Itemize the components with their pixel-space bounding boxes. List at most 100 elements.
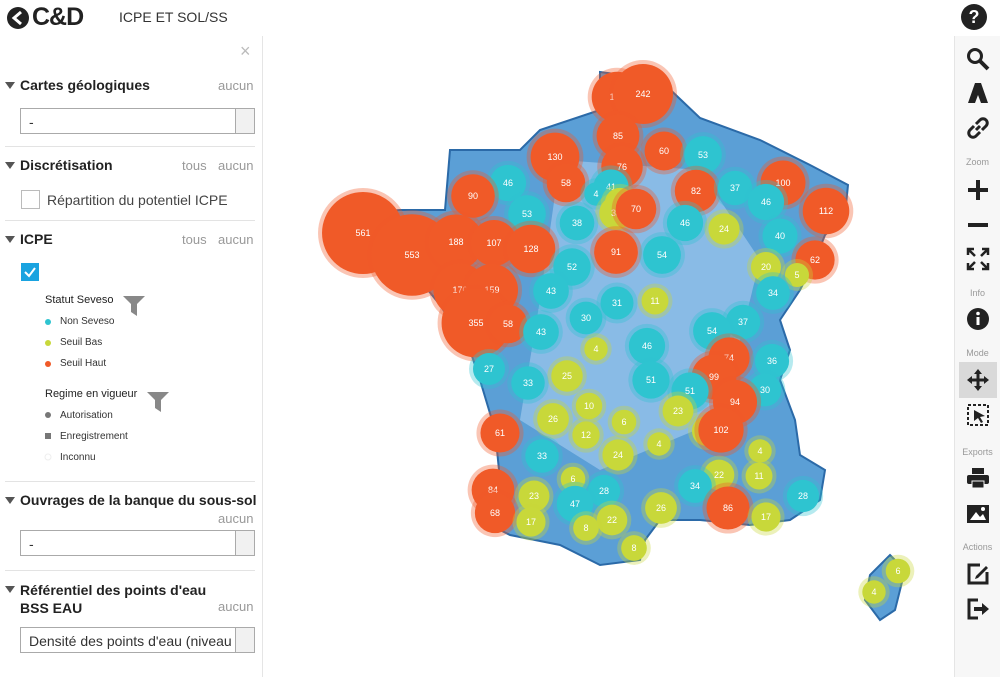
collapse-toggle[interactable] bbox=[5, 162, 15, 169]
cluster[interactable] bbox=[516, 507, 546, 537]
filter-icon[interactable] bbox=[122, 294, 146, 318]
cluster[interactable] bbox=[611, 409, 637, 435]
cluster[interactable] bbox=[533, 273, 569, 309]
exit-button[interactable] bbox=[966, 597, 990, 621]
cluster[interactable] bbox=[674, 169, 718, 213]
cluster[interactable] bbox=[751, 502, 781, 532]
cluster[interactable] bbox=[572, 421, 600, 449]
cluster[interactable] bbox=[551, 360, 583, 392]
cluster[interactable] bbox=[489, 164, 527, 202]
link-all[interactable]: tous bbox=[182, 158, 207, 173]
zoom-in-button[interactable] bbox=[966, 178, 990, 202]
cluster[interactable] bbox=[560, 466, 586, 492]
legend-label[interactable]: Seuil Bas bbox=[60, 337, 103, 348]
cluster[interactable] bbox=[615, 188, 657, 230]
link-button[interactable] bbox=[966, 116, 990, 140]
section-title[interactable]: Référentiel des points d'eau BSS EAU bbox=[20, 582, 207, 616]
cluster[interactable] bbox=[569, 301, 603, 335]
link-all[interactable]: tous bbox=[182, 232, 207, 247]
edit-button[interactable] bbox=[966, 562, 990, 586]
cluster[interactable] bbox=[451, 174, 495, 218]
cluster[interactable] bbox=[525, 439, 559, 473]
checkbox-checked[interactable] bbox=[21, 263, 39, 281]
cluster[interactable] bbox=[754, 343, 790, 379]
cluster[interactable] bbox=[747, 183, 785, 221]
cluster[interactable] bbox=[596, 504, 628, 536]
cluster[interactable] bbox=[708, 213, 740, 245]
search-button[interactable] bbox=[966, 47, 990, 71]
map[interactable]: 1462428513076605346584142133708237100461… bbox=[263, 36, 953, 677]
cluster[interactable] bbox=[472, 352, 506, 386]
cluster[interactable] bbox=[428, 214, 484, 270]
section-title[interactable]: Discrétisation bbox=[20, 157, 113, 173]
select[interactable]: - bbox=[20, 108, 255, 134]
cluster[interactable] bbox=[628, 327, 666, 365]
cluster[interactable] bbox=[441, 288, 511, 358]
cluster[interactable] bbox=[488, 304, 528, 344]
cluster[interactable] bbox=[748, 439, 772, 463]
cluster[interactable] bbox=[546, 163, 586, 203]
link-none[interactable]: aucun bbox=[218, 511, 254, 526]
cluster[interactable] bbox=[802, 187, 850, 235]
cluster[interactable] bbox=[885, 558, 911, 584]
collapse-toggle[interactable] bbox=[5, 586, 15, 593]
cluster[interactable] bbox=[662, 395, 694, 427]
cluster[interactable] bbox=[644, 131, 684, 171]
cluster[interactable] bbox=[762, 218, 798, 254]
cluster[interactable] bbox=[745, 462, 773, 490]
select-mode-button[interactable] bbox=[966, 403, 990, 427]
link-none[interactable]: aucun bbox=[218, 599, 254, 614]
cluster[interactable] bbox=[584, 337, 608, 361]
close-button[interactable]: × bbox=[240, 41, 251, 61]
legend-label[interactable]: Seuil Haut bbox=[60, 358, 107, 369]
cluster[interactable] bbox=[684, 136, 722, 174]
cluster[interactable] bbox=[645, 492, 677, 524]
section-title[interactable]: Ouvrages de la banque du sous-sol bbox=[20, 492, 257, 508]
logo[interactable]: C&D bbox=[32, 3, 84, 31]
link-none[interactable]: aucun bbox=[218, 232, 254, 247]
collapse-toggle[interactable] bbox=[5, 236, 15, 243]
cluster[interactable] bbox=[706, 486, 750, 530]
cluster[interactable] bbox=[518, 480, 550, 512]
cluster[interactable] bbox=[474, 492, 516, 534]
fullscreen-button[interactable] bbox=[966, 247, 990, 271]
cluster[interactable] bbox=[602, 439, 634, 471]
cluster[interactable] bbox=[556, 485, 594, 523]
cluster[interactable] bbox=[784, 262, 810, 288]
cluster[interactable] bbox=[862, 580, 886, 604]
cluster[interactable] bbox=[594, 230, 638, 274]
legend-label[interactable]: Enregistrement bbox=[60, 431, 128, 442]
filter-icon[interactable] bbox=[146, 390, 170, 414]
cluster[interactable] bbox=[612, 63, 674, 125]
cluster[interactable] bbox=[537, 403, 569, 435]
legend-label[interactable]: Non Seveso bbox=[60, 316, 115, 327]
link-none[interactable]: aucun bbox=[218, 78, 254, 93]
link-none[interactable]: aucun bbox=[218, 158, 254, 173]
cluster[interactable] bbox=[559, 205, 595, 241]
checkbox[interactable] bbox=[21, 190, 40, 209]
cluster[interactable] bbox=[584, 182, 608, 206]
cluster[interactable] bbox=[666, 204, 704, 242]
cluster[interactable] bbox=[756, 276, 790, 310]
cluster[interactable] bbox=[511, 366, 545, 400]
cluster[interactable] bbox=[717, 170, 753, 206]
collapse-toggle[interactable] bbox=[5, 82, 15, 89]
zoom-out-button[interactable] bbox=[966, 213, 990, 237]
cluster[interactable] bbox=[575, 392, 603, 420]
info-button[interactable] bbox=[966, 307, 990, 331]
cluster[interactable] bbox=[725, 304, 761, 340]
cluster[interactable] bbox=[573, 515, 599, 541]
legend-label[interactable]: Autorisation bbox=[60, 410, 113, 421]
legend-label[interactable]: Inconnu bbox=[60, 452, 96, 463]
cluster[interactable] bbox=[698, 407, 744, 453]
section-title[interactable]: Cartes géologiques bbox=[20, 77, 150, 93]
image-export-button[interactable] bbox=[966, 502, 990, 526]
cluster[interactable] bbox=[643, 236, 681, 274]
cluster[interactable] bbox=[553, 248, 591, 286]
cluster[interactable] bbox=[523, 314, 559, 350]
cluster[interactable] bbox=[596, 114, 640, 158]
cluster[interactable] bbox=[786, 479, 820, 513]
cluster[interactable] bbox=[641, 287, 669, 315]
print-button[interactable] bbox=[966, 466, 990, 490]
cluster[interactable] bbox=[750, 251, 782, 283]
